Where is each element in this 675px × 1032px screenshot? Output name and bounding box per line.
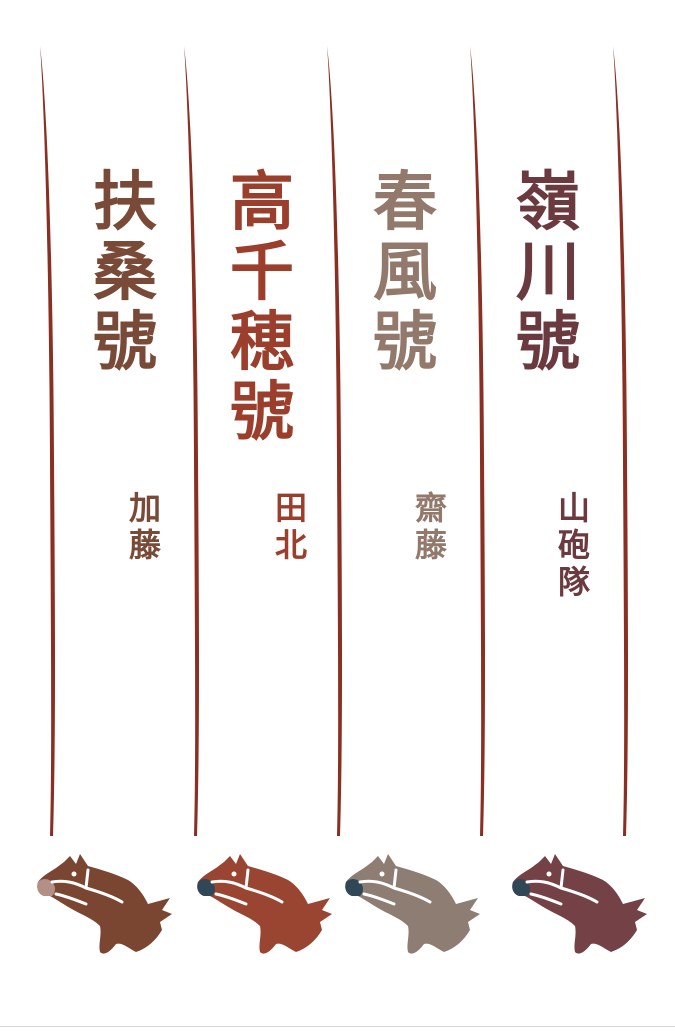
horse-name-char: 號 bbox=[373, 306, 437, 380]
rider-name-char: 隊 bbox=[557, 563, 590, 601]
horse-name-char: 穂 bbox=[230, 306, 294, 380]
divider-line bbox=[36, 40, 58, 840]
rider-name-kato: 加 藤 bbox=[115, 490, 175, 564]
horse-name-char: 高 bbox=[230, 166, 294, 240]
horse-name-char: 風 bbox=[373, 236, 437, 310]
horse-name-char: 扶 bbox=[93, 166, 157, 240]
horse-head-icon bbox=[338, 848, 486, 960]
rider-name-char: 加 bbox=[128, 489, 161, 527]
horse-name-char: 桑 bbox=[93, 236, 157, 310]
rider-name-takita: 田 北 bbox=[261, 490, 321, 564]
rider-name-char: 藤 bbox=[128, 526, 161, 564]
rider-name-artillery: 山 砲 隊 bbox=[544, 490, 604, 601]
horse-name-char: 號 bbox=[516, 306, 580, 380]
rider-name-char: 砲 bbox=[557, 526, 590, 564]
horse-name-char: 號 bbox=[93, 306, 157, 380]
horse-name-takachiho: 高 千 穂 號 bbox=[212, 168, 312, 448]
rider-name-char: 田 bbox=[274, 489, 307, 527]
rider-name-char: 山 bbox=[557, 489, 590, 527]
horse-name-char: 號 bbox=[230, 376, 294, 450]
brush-stroke-icon bbox=[40, 46, 55, 836]
divider-line bbox=[180, 40, 202, 840]
brush-stroke-icon bbox=[613, 46, 628, 836]
rider-name-char: 北 bbox=[274, 526, 307, 564]
divider-line bbox=[323, 40, 345, 840]
horse-name-harukaze: 春 風 號 bbox=[355, 168, 455, 378]
horse-head-icon bbox=[190, 848, 338, 960]
horse-name-fuso: 扶 桑 號 bbox=[75, 168, 175, 378]
horse-name-char: 春 bbox=[373, 166, 437, 240]
horse-name-char: 嶺 bbox=[516, 166, 580, 240]
horse-head-icon bbox=[505, 848, 653, 960]
divider-line bbox=[609, 40, 631, 840]
horse-name-char: 川 bbox=[516, 236, 580, 310]
brush-stroke-icon bbox=[470, 46, 485, 836]
rider-name-char: 藤 bbox=[414, 526, 447, 564]
divider-line bbox=[466, 40, 488, 840]
bottom-border bbox=[0, 1026, 675, 1027]
brush-stroke-icon bbox=[327, 46, 342, 836]
horse-name-char: 千 bbox=[230, 236, 294, 310]
horse-name-reisen: 嶺 川 號 bbox=[498, 168, 598, 378]
brush-stroke-icon bbox=[184, 46, 199, 836]
horse-head-icon bbox=[30, 848, 178, 960]
rider-name-saito: 齋 藤 bbox=[401, 490, 461, 564]
rider-name-char: 齋 bbox=[414, 489, 447, 527]
